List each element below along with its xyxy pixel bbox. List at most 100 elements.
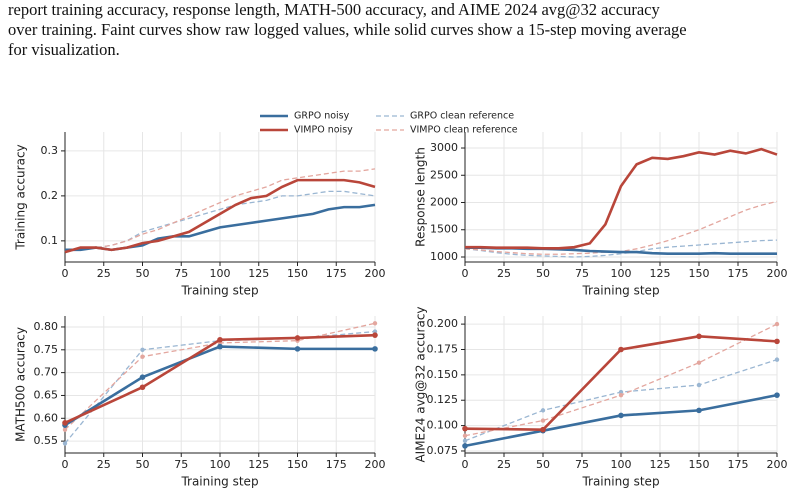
x-tick-label: 175 — [728, 458, 749, 471]
series-line — [465, 147, 778, 250]
x-tick-label: 50 — [136, 267, 150, 280]
x-tick-label: 125 — [650, 267, 671, 280]
point — [696, 407, 702, 414]
x-tick-label: 175 — [326, 267, 347, 280]
y-axis-label: AIME24 avg@32 accuracy — [414, 306, 428, 462]
x-tick-label: 200 — [767, 458, 788, 471]
y-tick-label: 0.55 — [34, 434, 59, 447]
point — [540, 408, 546, 413]
x-tick-label: 200 — [767, 267, 788, 280]
y-tick-label: 0.60 — [34, 411, 59, 424]
point — [140, 347, 145, 352]
y-tick-label: 0.65 — [34, 388, 59, 401]
x-tick-label: 50 — [536, 458, 550, 471]
x-tick-label: 75 — [174, 458, 188, 471]
point — [462, 433, 468, 438]
x-axis-label: Training step — [180, 475, 258, 489]
caption-line: over training. Faint curves show raw log… — [8, 20, 687, 39]
x-tick-label: 125 — [248, 267, 269, 280]
y-tick-label: 0.100 — [427, 419, 459, 432]
x-tick-label: 125 — [248, 458, 269, 471]
y-axis-label: Response length — [414, 147, 428, 247]
x-axis-label: Training step — [581, 475, 659, 489]
x-tick-label: 0 — [462, 267, 469, 280]
x-tick-label: 175 — [326, 458, 347, 471]
y-tick-label: 0.175 — [427, 342, 459, 355]
point — [462, 443, 468, 449]
y-tick-label: 0.1 — [41, 234, 59, 247]
point — [462, 425, 468, 432]
x-tick-label: 200 — [365, 458, 386, 471]
point — [696, 360, 702, 365]
x-axis-label: Training step — [180, 284, 258, 298]
x-tick-label: 0 — [62, 267, 69, 280]
point — [774, 338, 780, 345]
y-tick-label: 3000 — [430, 141, 458, 154]
x-tick-label: 150 — [689, 458, 710, 471]
point — [139, 384, 146, 391]
point — [62, 441, 68, 446]
point — [462, 438, 468, 444]
point — [696, 333, 702, 340]
x-tick-label: 50 — [536, 267, 550, 280]
x-tick-label: 25 — [497, 267, 511, 280]
x-tick-label: 25 — [97, 458, 111, 471]
caption-line: for visualization. — [8, 40, 120, 59]
x-tick-label: 25 — [497, 458, 511, 471]
x-tick-label: 75 — [174, 267, 188, 280]
point — [62, 420, 68, 426]
x-tick-label: 100 — [210, 267, 231, 280]
x-tick-label: 200 — [365, 267, 386, 280]
x-axis-label: Training step — [581, 284, 659, 298]
point — [618, 346, 624, 353]
x-tick-label: 75 — [575, 267, 589, 280]
point — [294, 346, 301, 352]
x-tick-label: 100 — [611, 458, 632, 471]
y-tick-label: 0.70 — [34, 366, 59, 379]
y-tick-label: 1500 — [430, 223, 458, 236]
legend-label: GRPO clean reference — [410, 111, 514, 122]
point — [696, 382, 702, 388]
point — [774, 392, 780, 398]
y-tick-label: 0.075 — [427, 444, 459, 457]
x-tick-label: 125 — [650, 458, 671, 471]
x-tick-label: 150 — [287, 458, 308, 471]
point — [139, 374, 146, 380]
point — [540, 418, 546, 423]
y-tick-label: 0.200 — [427, 317, 459, 330]
y-tick-label: 0.3 — [41, 144, 59, 157]
series-line — [464, 239, 778, 258]
series-line — [64, 330, 376, 444]
caption-line: report training accuracy, response lengt… — [8, 0, 660, 19]
y-axis-label: Training accuracy — [14, 144, 28, 250]
series-line — [64, 178, 376, 254]
point — [62, 427, 68, 432]
y-tick-label: 0.80 — [34, 320, 59, 333]
point — [618, 389, 624, 395]
point — [540, 426, 546, 433]
point — [618, 392, 624, 398]
x-tick-label: 175 — [728, 267, 749, 280]
y-tick-label: 1000 — [430, 250, 458, 263]
point — [372, 346, 378, 352]
x-tick-label: 100 — [611, 267, 632, 280]
legend-label: VIMPO noisy — [294, 125, 353, 136]
x-tick-label: 150 — [287, 267, 308, 280]
y-axis-label: MATH500 accuracy — [14, 327, 28, 442]
y-tick-label: 0.2 — [41, 189, 59, 202]
point — [140, 354, 145, 359]
x-tick-label: 75 — [575, 458, 589, 471]
point — [618, 412, 624, 419]
x-tick-label: 100 — [210, 458, 231, 471]
x-tick-label: 0 — [462, 458, 469, 471]
point — [372, 321, 378, 326]
series-line — [65, 168, 376, 251]
x-tick-label: 0 — [62, 458, 69, 471]
point — [217, 343, 223, 350]
point — [774, 321, 780, 327]
x-tick-label: 25 — [97, 267, 111, 280]
point — [774, 357, 780, 362]
y-tick-label: 0.125 — [427, 393, 459, 406]
